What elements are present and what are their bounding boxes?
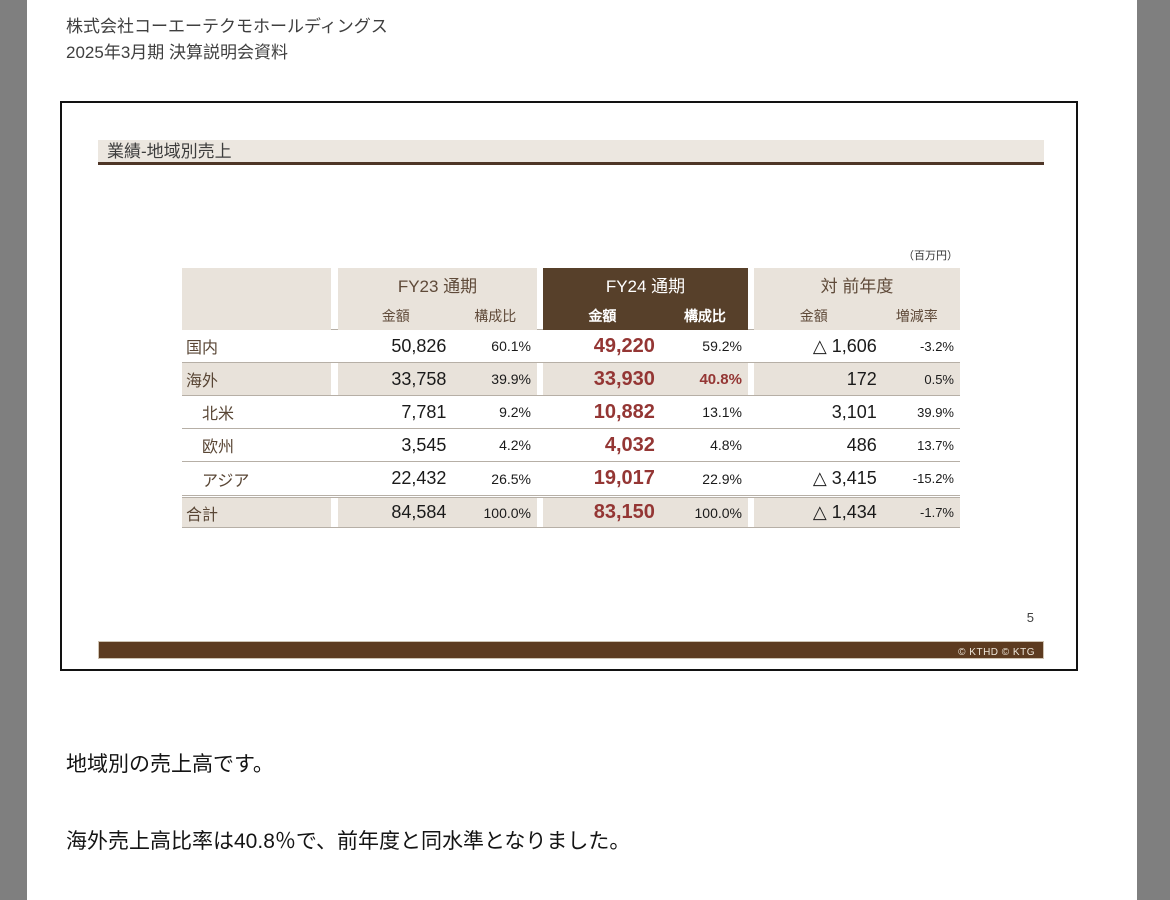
fy23-amount: 84,584 bbox=[391, 502, 447, 522]
row-label: 欧州 bbox=[202, 439, 235, 456]
fy23-amount: 50,826 bbox=[391, 335, 447, 356]
fy23-amount: 22,432 bbox=[391, 468, 447, 488]
fy24-share: 22.9% bbox=[702, 470, 742, 487]
yoy-group-title: 対 前年度 bbox=[820, 277, 894, 296]
fy24-amount-header: 金額 bbox=[588, 308, 617, 324]
fy24-share-header: 構成比 bbox=[683, 308, 726, 324]
row-label: 合計 bbox=[182, 498, 331, 527]
fy24-amount: 10,882 bbox=[593, 400, 655, 423]
slide-title: 業績-地域別売上 bbox=[107, 142, 232, 161]
fy24-share-highlight: 40.8% bbox=[699, 370, 742, 388]
header-group-yoy: 対 前年度 金額 増減率 bbox=[754, 268, 960, 330]
row-label: アジア bbox=[202, 472, 250, 490]
yoy-amount: 172 bbox=[846, 368, 877, 389]
fy23-amount-header: 金額 bbox=[381, 308, 410, 324]
slide-footer-bar: © KTHD © KTG bbox=[98, 641, 1044, 659]
regional-sales-table: FY23 通期 金額 構成比 FY24 通期 金額 構成比 対 前年 bbox=[182, 268, 960, 528]
yoy-change: -15.2% bbox=[912, 471, 954, 486]
fy24-amount: 4,032 bbox=[604, 433, 655, 456]
table-row-north-america: 北米 7,781 9.2% 10,882 13.1% 3,101 39.9% bbox=[182, 396, 960, 429]
fy23-share: 4.2% bbox=[499, 437, 531, 453]
table-row-asia: アジア 22,432 26.5% 19,017 22.9% △ 3,415 -15.2… bbox=[182, 462, 960, 495]
fy23-share: 9.2% bbox=[499, 404, 531, 420]
slide-title-bar: 業績-地域別売上 bbox=[98, 140, 1044, 165]
row-label: 北米 bbox=[202, 406, 235, 423]
fy23-share: 39.9% bbox=[491, 371, 531, 387]
fy23-group-title: FY23 通期 bbox=[397, 277, 478, 296]
fy24-share: 13.1% bbox=[702, 404, 742, 420]
yoy-amount: △ 3,415 bbox=[812, 468, 877, 488]
yoy-change: 0.5% bbox=[924, 371, 954, 387]
fy24-amount: 83,150 bbox=[593, 501, 655, 523]
slide-frame: 業績-地域別売上 （百万円） FY23 通期 金額 構成比 FY24 通期 bbox=[60, 101, 1078, 671]
document-page: 株式会社コーエーテクモホールディングス 2025年3月期 決算説明会資料 業績-… bbox=[27, 0, 1137, 900]
header-group-fy24: FY24 通期 金額 構成比 bbox=[543, 268, 748, 330]
unit-note: （百万円） bbox=[903, 250, 958, 262]
yoy-amount: 486 bbox=[846, 434, 877, 455]
commentary-line-1: 地域別の売上高です。 bbox=[66, 753, 274, 776]
row-label: 海外 bbox=[182, 363, 331, 395]
yoy-change: 13.7% bbox=[917, 437, 954, 453]
document-header: 株式会社コーエーテクモホールディングス 2025年3月期 決算説明会資料 bbox=[66, 14, 388, 65]
company-name: 株式会社コーエーテクモホールディングス bbox=[66, 17, 388, 36]
fy23-share-header: 構成比 bbox=[474, 308, 517, 324]
yoy-change-header: 増減率 bbox=[895, 308, 938, 324]
table-row-overseas: 海外 33,758 39.9% 33,930 40.8% 172 0.5% bbox=[182, 363, 960, 396]
yoy-amount: △ 1,606 bbox=[812, 335, 877, 356]
commentary-line-2: 海外売上高比率は40.8％で、前年度と同水準となりました。 bbox=[66, 830, 631, 853]
speaker-commentary: 地域別の売上高です。 海外売上高比率は40.8％で、前年度と同水準となりました。 bbox=[66, 748, 630, 900]
fy24-amount: 49,220 bbox=[593, 334, 655, 357]
table-row-europe: 欧州 3,545 4.2% 4,032 4.8% 486 13.7% bbox=[182, 429, 960, 462]
fy24-share: 100.0% bbox=[694, 504, 742, 521]
fy23-amount: 3,545 bbox=[401, 434, 447, 455]
fy23-share: 60.1% bbox=[491, 338, 531, 354]
table-header: FY23 通期 金額 構成比 FY24 通期 金額 構成比 対 前年 bbox=[182, 268, 960, 330]
yoy-change: 39.9% bbox=[917, 404, 954, 420]
yoy-amount: △ 1,434 bbox=[812, 502, 877, 522]
fy23-amount: 33,758 bbox=[391, 368, 447, 389]
table-row-domestic: 国内 50,826 60.1% 49,220 59.2% △ 1,606 -3.2% bbox=[182, 330, 960, 363]
fy23-share: 100.0% bbox=[483, 504, 531, 521]
yoy-change: -3.2% bbox=[920, 338, 954, 354]
fy24-share: 59.2% bbox=[702, 338, 742, 354]
fy24-share: 4.8% bbox=[710, 437, 742, 453]
fy24-group-title: FY24 通期 bbox=[605, 277, 686, 296]
presentation-title: 2025年3月期 決算説明会資料 bbox=[66, 42, 288, 62]
fy24-amount: 19,017 bbox=[593, 467, 655, 489]
row-label: 国内 bbox=[186, 340, 219, 357]
yoy-amount-header: 金額 bbox=[799, 308, 828, 324]
fy23-share: 26.5% bbox=[491, 470, 531, 487]
copyright-text: © KTHD © KTG bbox=[958, 647, 1035, 658]
yoy-amount: 3,101 bbox=[831, 401, 877, 422]
header-corner-cell bbox=[182, 268, 331, 330]
slide-page-number: 5 bbox=[1026, 610, 1034, 625]
header-group-fy23: FY23 通期 金額 構成比 bbox=[338, 268, 537, 330]
yoy-change: -1.7% bbox=[920, 505, 954, 520]
table-row-total: 合計 84,584 100.0% 83,150 100.0% △ 1,434 -1.7… bbox=[182, 495, 960, 528]
fy23-amount: 7,781 bbox=[401, 401, 447, 422]
fy24-amount: 33,930 bbox=[593, 367, 655, 390]
